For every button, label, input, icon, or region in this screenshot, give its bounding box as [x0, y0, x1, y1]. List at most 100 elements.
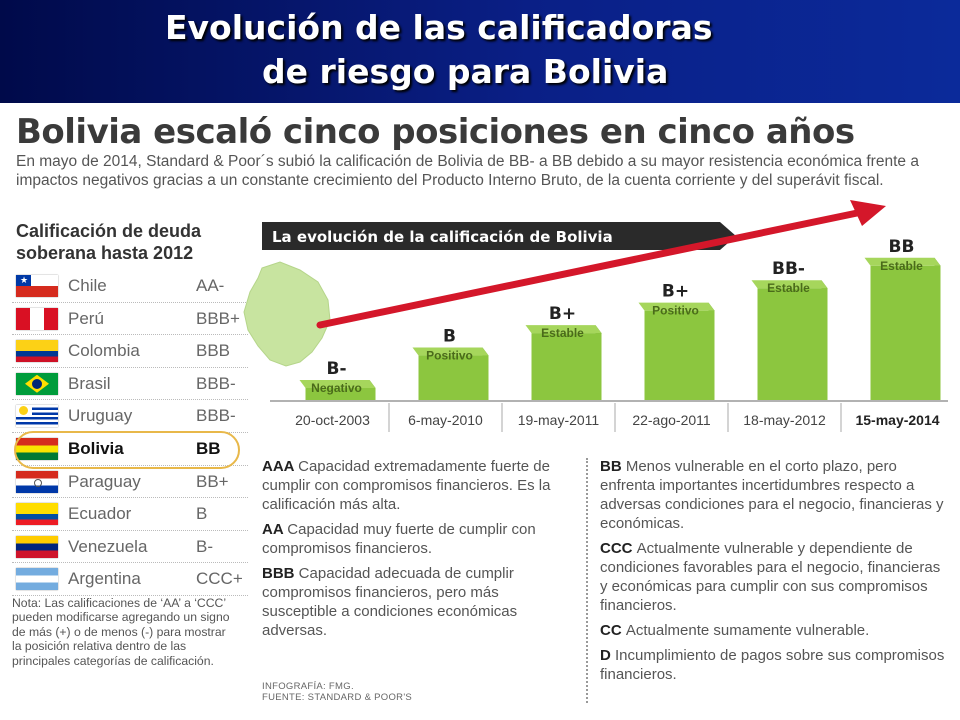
- bar-top-4: [751, 280, 828, 289]
- x-tick-label: 18-may-2012: [743, 412, 826, 428]
- bar-grade-label: B-: [326, 359, 346, 379]
- bar-grade-label: B+: [549, 304, 576, 324]
- rating-row-colombia: Colombia BBB: [12, 335, 248, 368]
- ratings-table: ★ Chile AA- Perú BBB+ Colombia BBB Brasil BBB- Ur…: [12, 270, 248, 596]
- venezuela-flag-icon: [16, 535, 58, 558]
- x-tick-label: 22-ago-2011: [632, 412, 711, 428]
- rating-row-ecuador: Ecuador B: [12, 498, 248, 531]
- definition-text: Incumplimiento de pagos sobre sus compro…: [600, 647, 945, 683]
- trend-arrow-head: [850, 200, 886, 226]
- trend-arrow-shaft: [316, 208, 866, 329]
- bolivia-map-shape: [243, 261, 331, 367]
- bar-outlook-label: Negativo: [311, 381, 362, 395]
- bar-top-3: [638, 302, 715, 311]
- bar-outlook-label: Estable: [880, 259, 923, 273]
- definition-code: D: [600, 647, 615, 664]
- definition-code: AA: [262, 521, 288, 538]
- definition-text: Capacidad muy fuerte de cumplir con comp…: [262, 521, 536, 557]
- definition-bb: BB Menos vulnerable en el corto plazo, p…: [600, 457, 950, 533]
- ratings-note: Nota: Las calificaciones de ‘AA’ a ‘CCC’…: [12, 596, 230, 668]
- rating-row-perú: Perú BBB+: [12, 303, 248, 336]
- rating-grade: B: [196, 504, 208, 524]
- bar-grade-label: B: [443, 327, 456, 347]
- bar-outlook-label: Estable: [767, 281, 810, 295]
- rating-row-argentina: Argentina CCC+: [12, 563, 248, 596]
- rating-grade: BBB-: [196, 373, 236, 393]
- x-tick-label: 20-oct-2003: [295, 412, 370, 428]
- definition-text: Capacidad extremadamente fuerte de cumpl…: [262, 458, 551, 513]
- rating-grade: CCC+: [196, 569, 243, 589]
- rating-grade: BBB: [196, 341, 231, 361]
- rating-country: Uruguay: [68, 406, 133, 426]
- bar-top-1: [412, 347, 489, 356]
- bar-outlook-label: Positivo: [426, 349, 473, 363]
- definition-text: Capacidad adecuada de cumplir compromiso…: [262, 565, 518, 639]
- bar-grade-label: BB-: [772, 259, 805, 279]
- definition-cc: CC Actualmente sumamente vulnerable.: [600, 621, 950, 640]
- x-tick-label: 15-may-2014: [855, 412, 939, 428]
- brazil-flag-icon: [16, 372, 58, 395]
- definition-text: Menos vulnerable en el corto plazo, pero…: [600, 458, 944, 532]
- bar-4: [757, 288, 828, 400]
- rating-grade: B-: [196, 536, 213, 556]
- rating-row-chile: ★ Chile AA-: [12, 270, 248, 303]
- definition-ccc: CCC Actualmente vulnerable y dependiente…: [600, 539, 950, 615]
- rating-country: Colombia: [68, 341, 140, 361]
- banner-title-line1: Evolución de las calificadoras: [165, 8, 713, 47]
- title-banner: Evolución de las calificadoras de riesgo…: [0, 0, 960, 103]
- definition-code: CCC: [600, 540, 637, 557]
- peru-flag-icon: [16, 307, 58, 330]
- ecuador-flag-icon: [16, 503, 58, 526]
- credits-fuente: FUENTE: STANDARD & POOR'S: [262, 692, 413, 703]
- rating-country: Brasil: [68, 373, 111, 393]
- rating-row-bolivia: Bolivia BB: [12, 430, 248, 469]
- credits-infografia: INFOGRAFÍA: FMG.: [262, 681, 354, 692]
- bar-top-0: [299, 380, 376, 388]
- rating-grade: BBB+: [196, 308, 240, 328]
- definition-d: D Incumplimiento de pagos sobre sus comp…: [600, 646, 950, 684]
- bar-1: [418, 355, 489, 400]
- paraguay-flag-icon: [16, 470, 58, 493]
- bar-grade-label: BB: [889, 237, 915, 257]
- uruguay-flag-icon: [16, 405, 58, 428]
- rating-grade: BB: [196, 438, 221, 458]
- definition-text: Actualmente sumamente vulnerable.: [625, 622, 870, 639]
- lead-paragraph: En mayo de 2014, Standard & Poor´s subió…: [16, 153, 919, 189]
- rating-country: Bolivia: [68, 438, 124, 458]
- bar-top-5: [864, 257, 941, 266]
- bolivia-highlight-ring: [14, 430, 240, 469]
- definition-aaa: AAA Capacidad extremadamente fuerte de c…: [262, 457, 572, 514]
- bar-3: [644, 310, 715, 400]
- chile-flag-icon: ★: [16, 275, 58, 297]
- column-divider: [586, 458, 588, 703]
- banner-title-line2: de riesgo para Bolivia: [262, 52, 669, 91]
- bar-5: [870, 265, 941, 400]
- bar-outlook-label: Positivo: [652, 304, 699, 318]
- rating-country: Ecuador: [68, 504, 132, 524]
- rating-grade: BBB-: [196, 406, 236, 426]
- chart-title: La evolución de la calificación de Boliv…: [272, 228, 613, 246]
- definition-text: Actualmente vulnerable y dependiente de …: [600, 540, 941, 614]
- bar-2: [531, 333, 602, 400]
- rating-country: Paraguay: [68, 471, 141, 491]
- ratings-title: Calificación de deuda soberana hasta 201…: [16, 221, 202, 263]
- rating-country: Perú: [68, 308, 104, 328]
- definition-code: BB: [600, 458, 626, 475]
- rating-grade: BB+: [196, 471, 229, 491]
- chart-title-banner: [262, 222, 736, 250]
- rating-row-paraguay: Paraguay BB+: [12, 466, 248, 499]
- definition-bbb: BBB Capacidad adecuada de cumplir compro…: [262, 564, 572, 640]
- definition-code: AAA: [262, 458, 299, 475]
- rating-country: Venezuela: [68, 536, 148, 556]
- definition-code: BBB: [262, 565, 299, 582]
- headline: Bolivia escaló cinco posiciones en cinco…: [16, 112, 855, 152]
- definitions-column-2: BB Menos vulnerable en el corto plazo, p…: [600, 457, 950, 690]
- definition-aa: AA Capacidad muy fuerte de cumplir con c…: [262, 520, 572, 558]
- rating-row-brasil: Brasil BBB-: [12, 368, 248, 401]
- rating-row-venezuela: Venezuela B-: [12, 531, 248, 564]
- rating-country: Chile: [68, 276, 107, 295]
- bar-outlook-label: Estable: [541, 326, 584, 340]
- rating-country: Argentina: [68, 569, 141, 589]
- x-tick-label: 6-may-2010: [408, 412, 483, 428]
- bar-top-2: [525, 325, 602, 334]
